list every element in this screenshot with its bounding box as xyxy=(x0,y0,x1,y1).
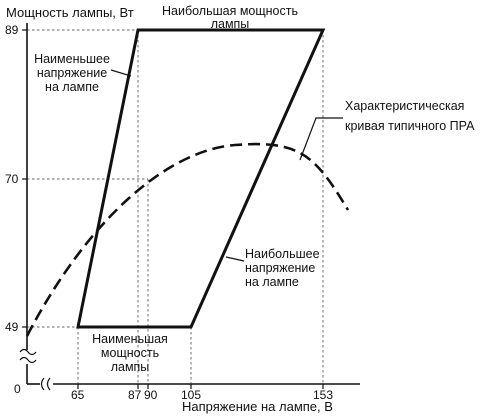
label-max-voltage: Наибольшее напряжение на лампе xyxy=(245,247,320,289)
x-tick-label-90: 90 xyxy=(144,388,158,402)
leader-min-voltage xyxy=(110,69,132,77)
label-min-power-line3: лампы xyxy=(111,360,150,374)
label-min-power: Наименьшая мощность лампы xyxy=(92,332,168,374)
x-tick-label-87: 87 xyxy=(128,388,142,402)
x-ticks: 65 87 90 105 153 xyxy=(71,384,333,402)
leader-lines xyxy=(110,69,343,262)
y-tick-label-70: 70 xyxy=(5,172,19,186)
x-tick-label-65: 65 xyxy=(71,388,85,402)
leader-max-voltage xyxy=(225,256,245,262)
label-min-power-line1: Наименьшая xyxy=(92,332,168,346)
label-min-power-line2: мощность xyxy=(101,346,159,360)
label-max-voltage-line3: на лампе xyxy=(245,275,299,289)
label-min-voltage: Наименьшее напряжение на лампе xyxy=(34,52,110,94)
guide-lines xyxy=(27,29,324,384)
y-axis-break xyxy=(19,348,37,364)
label-max-power-line1: Наибольшая мощность xyxy=(162,4,298,18)
label-max-power: Наибольшая мощность лампы xyxy=(162,4,298,31)
x-axis-break xyxy=(40,377,51,391)
x-tick-label-153: 153 xyxy=(313,388,333,402)
label-min-voltage-line3: на лампе xyxy=(45,80,99,94)
axes xyxy=(19,23,360,391)
x-axis-title: Напряжение на лампе, В xyxy=(182,399,333,414)
y-tick-label-89: 89 xyxy=(5,23,19,37)
operating-area-trapezoid xyxy=(76,28,326,329)
origin-label: 0 xyxy=(14,382,21,396)
x-tick-label-105: 105 xyxy=(181,388,201,402)
label-min-voltage-line1: Наименьшее xyxy=(34,52,110,66)
label-max-voltage-line1: Наибольшее xyxy=(245,247,320,261)
y-tick-label-49: 49 xyxy=(5,320,19,334)
ballast-characteristic-curve xyxy=(25,142,350,337)
label-curve-line2: кривая типичного ПРА xyxy=(345,119,475,133)
leader-characteristic-curve xyxy=(299,117,343,161)
label-max-voltage-line2: напряжение xyxy=(245,261,315,275)
label-characteristic-curve: Характеристическая кривая типичного ПРА xyxy=(345,99,475,133)
y-axis-title: Мощность лампы, Вт xyxy=(6,5,134,20)
label-curve-line1: Характеристическая xyxy=(345,99,464,113)
label-max-power-line2: лампы xyxy=(211,17,250,31)
label-min-voltage-line2: напряжение xyxy=(37,66,107,80)
y-ticks: 89 70 49 0 xyxy=(5,23,27,396)
